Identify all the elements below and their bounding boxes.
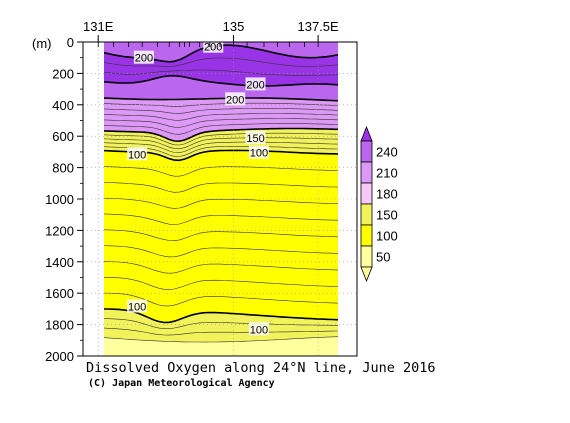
contour-line-c50 <box>104 336 338 343</box>
y-tick-label: 2000 <box>45 349 74 364</box>
contour-label-100: 100 <box>128 149 146 161</box>
contour-line-thin <box>104 137 338 150</box>
contour-line-thin <box>104 327 338 336</box>
contour-label-100: 100 <box>250 324 268 336</box>
x-tick-label: 137.5E <box>297 19 339 34</box>
x-tick-label: 135 <box>223 19 245 34</box>
contour-line-thin <box>104 166 338 177</box>
contour-line-thin <box>104 261 338 274</box>
oxygen-band-5 <box>104 150 338 323</box>
contour-label-200: 200 <box>226 94 244 106</box>
contour-line-thin <box>104 213 338 225</box>
contour-line-thin <box>104 123 338 135</box>
y-tick-label: 0 <box>67 35 74 50</box>
chart-credit: (C) Japan Meteorological Agency <box>88 377 275 389</box>
legend-label: 240 <box>376 145 398 160</box>
contour-label-bg <box>203 39 224 53</box>
x-axis: 131E 135 137.5E <box>83 19 339 47</box>
contour-line-thin <box>104 69 338 76</box>
contour-line-c150 <box>104 127 338 143</box>
contour-label-100: 100 <box>250 148 268 160</box>
chart-title: Dissolved Oxygen along 24°N line, June 2… <box>86 360 436 376</box>
contour-line-thin <box>104 141 338 154</box>
y-tick-label: 400 <box>52 98 74 113</box>
contour-label-bg <box>133 50 154 64</box>
legend-label: 150 <box>376 208 398 223</box>
legend-bottom-arrow <box>360 266 373 283</box>
contour-line-thin <box>104 57 338 67</box>
legend-label: 210 <box>376 166 398 181</box>
contour-label-100: 100 <box>128 302 146 314</box>
contour-line-thin <box>104 102 338 107</box>
y-tick-label: 1800 <box>45 318 74 333</box>
y-axis: 0 200 400 600 800 1000 1200 1400 1600 1800 2000 <box>45 35 83 364</box>
legend-label: 100 <box>376 229 398 244</box>
legend-top-arrow <box>360 125 373 142</box>
legend-label: 180 <box>376 187 398 202</box>
contour-line-thin <box>104 132 338 146</box>
y-tick-label: 1200 <box>45 223 74 238</box>
contour-line-thin <box>104 108 338 114</box>
contour-line-thin <box>104 318 338 329</box>
y-tick-label: 800 <box>52 161 74 176</box>
contour-label-bg <box>225 92 246 106</box>
contour-label-200: 200 <box>246 79 264 91</box>
contour-label-200: 200 <box>135 53 153 65</box>
y-tick-label: 1000 <box>45 192 74 207</box>
oxygen-band-1 <box>104 45 338 86</box>
contour-line-thin <box>104 292 338 307</box>
y-tick-label: 1400 <box>45 255 74 270</box>
y-tick-label: 200 <box>52 66 74 81</box>
contour-label-bg <box>248 145 269 159</box>
legend-swatch <box>360 224 373 247</box>
legend-label: 50 <box>376 250 390 265</box>
contour-label-bg <box>245 77 266 91</box>
contour-line-thin <box>104 245 338 258</box>
contour-line-thin <box>104 113 338 121</box>
contour-line-thin <box>104 229 338 242</box>
contour-label-150: 150 <box>246 133 264 145</box>
contour-line-c100b <box>104 308 338 324</box>
contour-label-bg <box>248 322 269 336</box>
contour-line-thin <box>104 277 338 290</box>
contour-line-mid200 <box>104 74 338 87</box>
legend-swatch <box>360 140 373 163</box>
legend-swatch <box>360 182 373 205</box>
y-tick-label: 1600 <box>45 286 74 301</box>
contour-line-low200 <box>104 97 338 102</box>
legend-swatch <box>360 245 373 268</box>
legend-swatch <box>360 161 373 184</box>
contour-line-thin <box>104 182 338 193</box>
legend-swatch <box>360 203 373 226</box>
contour-label-bg <box>127 299 148 313</box>
y-tick-label: 600 <box>52 129 74 144</box>
color-legend: 240 210 180 150 100 50 <box>360 125 398 283</box>
contour-line-thin <box>104 118 338 128</box>
contour-label-bg <box>127 147 148 161</box>
x-tick-label: 131E <box>83 19 114 34</box>
contour-label-bg <box>245 130 266 144</box>
contour-label-200: 200 <box>204 42 222 54</box>
y-unit-label: (m) <box>32 36 52 51</box>
oxygen-band-0 <box>104 42 338 62</box>
oxygen-band-2 <box>104 75 338 101</box>
